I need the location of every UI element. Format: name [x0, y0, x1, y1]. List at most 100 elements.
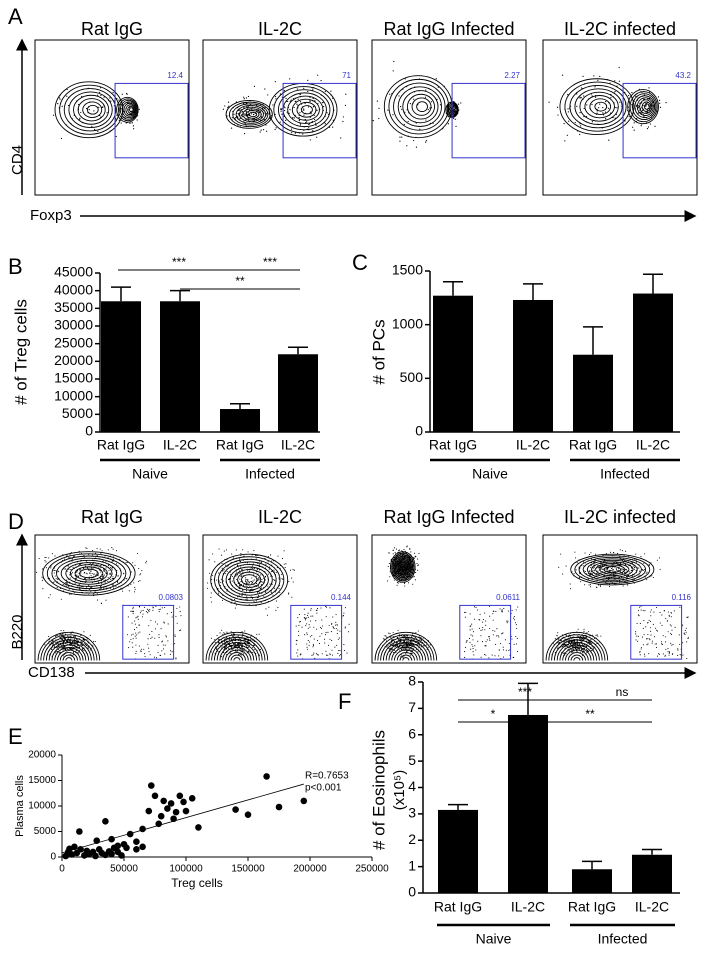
y-axis-label: # of PCs — [369, 319, 388, 384]
event-dot — [393, 547, 395, 549]
event-dot — [401, 564, 403, 566]
event-dot — [253, 584, 255, 586]
event-dot — [134, 635, 136, 637]
plot-title: Rat IgG Infected — [383, 507, 514, 527]
event-dot — [548, 101, 550, 103]
event-dot — [121, 93, 123, 95]
event-dot — [222, 633, 224, 635]
event-dot — [221, 599, 224, 601]
event-dot — [98, 91, 101, 93]
event-dot — [104, 582, 106, 584]
event-dot — [622, 585, 624, 587]
event-dot — [54, 641, 56, 643]
event-dot — [249, 590, 251, 592]
event-dot — [401, 108, 403, 110]
y-tick-label: 1500 — [392, 262, 423, 278]
event-dot — [91, 586, 93, 588]
event-dot — [54, 570, 56, 572]
event-dot — [243, 133, 246, 135]
fit-line — [61, 783, 304, 854]
event-dot — [239, 648, 241, 650]
event-dot — [647, 126, 650, 128]
event-dot — [141, 616, 144, 618]
event-dot — [222, 570, 224, 572]
contour — [118, 98, 138, 122]
event-dot — [388, 632, 390, 634]
event-dot — [105, 567, 107, 569]
event-dot — [306, 121, 308, 123]
event-dot — [179, 629, 182, 631]
event-dot — [60, 598, 62, 600]
event-dot — [245, 97, 248, 99]
event-dot — [232, 635, 234, 638]
event-dot — [672, 653, 674, 655]
event-dot — [591, 649, 593, 651]
event-dot — [372, 120, 374, 122]
event-dot — [288, 580, 290, 582]
event-dot — [674, 626, 676, 628]
event-dot — [260, 587, 262, 589]
event-dot — [401, 566, 403, 568]
event-dot — [297, 649, 299, 651]
event-dot — [298, 635, 300, 637]
event-dot — [233, 646, 235, 648]
event-dot — [485, 624, 487, 626]
event-dot — [291, 132, 293, 134]
event-dot — [216, 647, 218, 649]
event-dot — [408, 582, 410, 584]
event-dot — [615, 569, 618, 571]
x-tick-label: Rat IgG — [434, 899, 482, 915]
event-dot — [579, 112, 581, 114]
event-dot — [626, 584, 629, 586]
event-dot — [242, 549, 244, 551]
event-dot — [307, 79, 309, 81]
event-dot — [61, 639, 63, 641]
event-dot — [390, 648, 392, 650]
event-dot — [404, 585, 406, 587]
event-dot — [232, 557, 234, 559]
event-dot — [662, 653, 664, 655]
event-dot — [515, 624, 517, 626]
event-dot — [325, 616, 327, 618]
event-dot — [584, 584, 586, 586]
event-dot — [150, 637, 152, 639]
event-dot — [384, 635, 386, 637]
event-dot — [304, 619, 307, 621]
gate-value: 0.0611 — [496, 593, 520, 602]
event-dot — [126, 561, 128, 564]
event-dot — [616, 107, 618, 109]
event-dot — [247, 112, 250, 114]
event-dot — [337, 652, 339, 655]
event-dot — [223, 640, 225, 642]
event-dot — [501, 633, 503, 635]
event-dot — [390, 636, 392, 638]
event-dot — [245, 581, 247, 583]
event-dot — [35, 571, 38, 573]
event-dot — [102, 570, 105, 572]
event-dot — [296, 88, 298, 90]
event-dot — [478, 627, 480, 629]
event-dot — [313, 644, 315, 647]
x-tick-label: 50000 — [110, 864, 138, 875]
event-dot — [66, 579, 68, 581]
event-dot — [269, 566, 271, 568]
event-dot — [225, 646, 227, 648]
event-dot — [65, 581, 67, 584]
event-dot — [597, 635, 599, 637]
plot-title: Rat IgG — [81, 19, 143, 39]
event-dot — [257, 585, 259, 587]
event-dot — [247, 578, 249, 580]
contour — [225, 563, 273, 596]
event-dot — [233, 648, 235, 650]
event-dot — [582, 565, 584, 567]
event-dot — [336, 644, 338, 646]
event-dot — [387, 580, 389, 582]
event-dot — [614, 80, 616, 82]
event-dot — [579, 133, 581, 136]
event-dot — [664, 655, 666, 657]
event-dot — [136, 552, 139, 554]
event-dot — [60, 633, 62, 636]
contour — [579, 91, 619, 122]
event-dot — [422, 645, 424, 647]
event-dot — [290, 569, 292, 571]
